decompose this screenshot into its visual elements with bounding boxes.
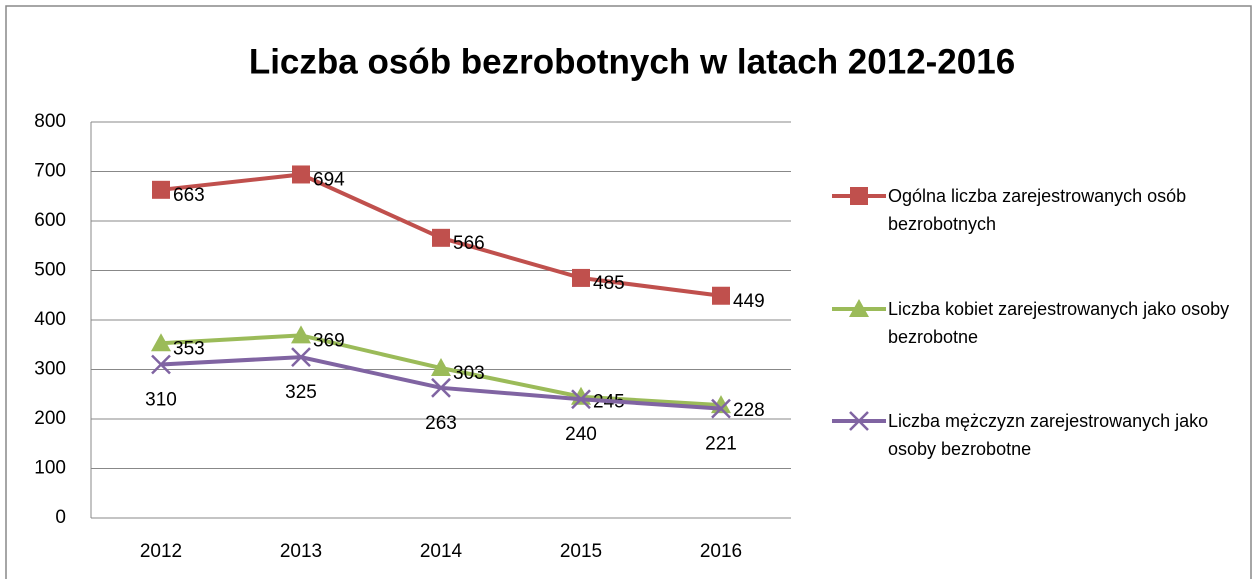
chart-title: Liczba osób bezrobotnych w latach 2012-2… — [249, 42, 1015, 81]
marker — [432, 228, 450, 247]
data-label: 263 — [425, 413, 457, 434]
marker — [431, 358, 451, 377]
marker — [712, 286, 730, 305]
y-tick-label: 300 — [34, 359, 66, 380]
data-label: 485 — [593, 273, 625, 294]
marker — [151, 333, 171, 352]
marker — [292, 165, 310, 184]
data-label: 221 — [705, 434, 737, 455]
data-label: 663 — [173, 185, 205, 206]
data-label: 240 — [565, 424, 597, 445]
marker — [849, 411, 869, 431]
marker — [431, 377, 451, 398]
marker — [849, 299, 869, 317]
y-tick-label: 800 — [34, 111, 66, 132]
y-tick-label: 600 — [34, 210, 66, 231]
data-label: 353 — [173, 338, 205, 359]
chart-border — [5, 5, 1252, 579]
x-tick-label: 2015 — [560, 541, 602, 562]
y-tick-label: 400 — [34, 309, 66, 330]
y-tick-label: 100 — [34, 458, 66, 479]
data-label: 310 — [145, 390, 177, 411]
data-label: 369 — [313, 330, 345, 351]
y-tick-label: 500 — [34, 260, 66, 281]
data-label: 694 — [313, 169, 345, 190]
y-tick-label: 0 — [55, 507, 66, 528]
y-tick-label: 700 — [34, 161, 66, 182]
x-tick-label: 2013 — [280, 541, 322, 562]
data-label: 325 — [285, 382, 317, 403]
data-label: 449 — [733, 291, 765, 312]
marker — [850, 187, 868, 205]
x-tick-label: 2012 — [140, 541, 182, 562]
marker — [291, 347, 311, 368]
marker — [711, 398, 731, 419]
data-label: 228 — [733, 400, 765, 421]
y-tick-label: 200 — [34, 408, 66, 429]
x-tick-label: 2016 — [700, 541, 742, 562]
x-tick-label: 2014 — [420, 541, 463, 562]
legend-label: Liczba mężczyzn zarejestrowanych jako os… — [888, 411, 1209, 459]
legend-label: Ogólna liczba zarejestrowanych osób bezr… — [888, 186, 1187, 234]
marker — [151, 354, 171, 375]
marker — [572, 268, 590, 287]
data-label: 303 — [453, 363, 485, 384]
marker — [152, 180, 170, 199]
legend-label: Liczba kobiet zarejestrowanych jako osob… — [888, 299, 1230, 347]
marker — [571, 389, 591, 410]
marker — [291, 325, 311, 344]
data-label: 566 — [453, 233, 485, 254]
